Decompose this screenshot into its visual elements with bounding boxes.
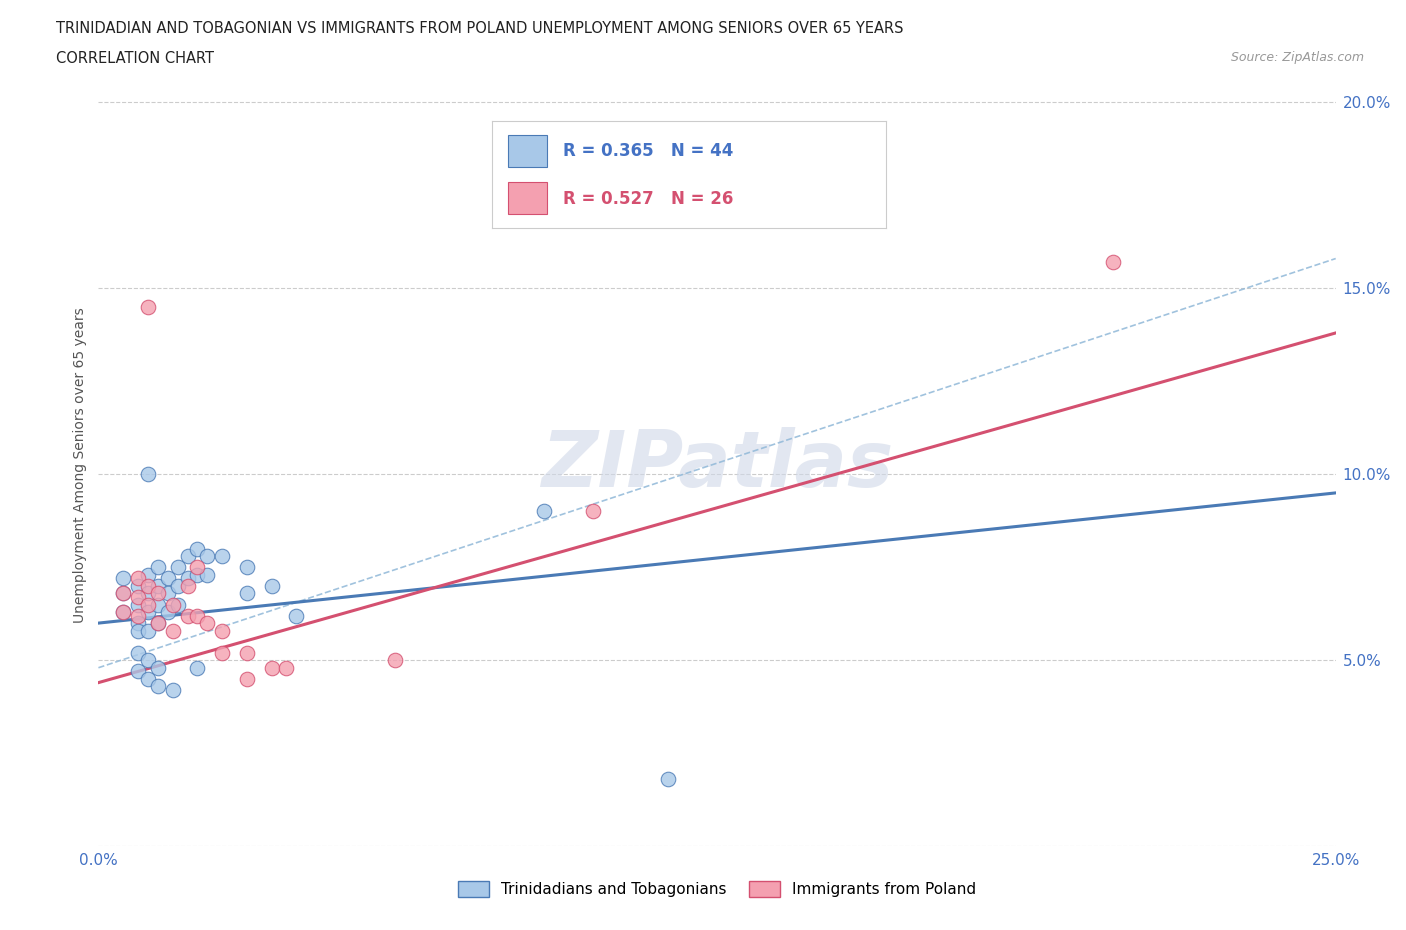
Point <box>127 578 149 593</box>
Bar <box>508 135 547 166</box>
Point <box>136 578 159 593</box>
Y-axis label: Unemployment Among Seniors over 65 years: Unemployment Among Seniors over 65 years <box>73 307 87 623</box>
Point <box>176 578 198 593</box>
Bar <box>508 182 547 214</box>
Point <box>260 660 283 675</box>
Point <box>276 660 298 675</box>
Point <box>127 623 149 638</box>
Point <box>657 772 679 787</box>
Point <box>127 597 149 612</box>
Text: R = 0.365   N = 44: R = 0.365 N = 44 <box>562 142 734 160</box>
Point <box>136 586 159 601</box>
Point <box>146 586 169 601</box>
Point <box>146 560 169 575</box>
Point <box>211 645 233 660</box>
Point <box>195 549 218 564</box>
Point <box>186 660 208 675</box>
Point <box>127 590 149 604</box>
Point <box>136 623 159 638</box>
Point <box>146 679 169 694</box>
Point <box>146 616 169 631</box>
Point <box>186 541 208 556</box>
Point <box>236 645 259 660</box>
Point <box>186 560 208 575</box>
Point <box>582 504 605 519</box>
Point <box>136 671 159 686</box>
Point <box>166 560 188 575</box>
Point <box>127 645 149 660</box>
Point <box>236 586 259 601</box>
Point <box>136 567 159 582</box>
Text: CORRELATION CHART: CORRELATION CHART <box>56 51 214 66</box>
Point <box>136 467 159 482</box>
Point <box>186 608 208 623</box>
Point <box>162 623 184 638</box>
Point <box>156 571 179 586</box>
Point <box>166 597 188 612</box>
Legend: Trinidadians and Tobagonians, Immigrants from Poland: Trinidadians and Tobagonians, Immigrants… <box>451 875 983 903</box>
Text: Source: ZipAtlas.com: Source: ZipAtlas.com <box>1230 51 1364 64</box>
Point <box>285 608 308 623</box>
Point <box>112 586 135 601</box>
Point <box>136 604 159 619</box>
Point <box>112 604 135 619</box>
Point <box>384 653 406 668</box>
Point <box>146 616 169 631</box>
Point <box>127 571 149 586</box>
Point <box>211 549 233 564</box>
Point <box>176 549 198 564</box>
Point <box>211 623 233 638</box>
Point <box>533 504 555 519</box>
Point <box>195 567 218 582</box>
Text: R = 0.527   N = 26: R = 0.527 N = 26 <box>562 190 734 208</box>
Point <box>176 571 198 586</box>
Point <box>176 608 198 623</box>
Point <box>146 660 169 675</box>
Point <box>127 664 149 679</box>
Point <box>112 586 135 601</box>
Point <box>260 578 283 593</box>
Point <box>162 597 184 612</box>
Point <box>112 571 135 586</box>
Point <box>1102 255 1125 270</box>
Point <box>136 653 159 668</box>
Point <box>186 567 208 582</box>
Point <box>127 616 149 631</box>
Point <box>136 299 159 314</box>
Point <box>166 578 188 593</box>
Point <box>112 604 135 619</box>
Point <box>156 604 179 619</box>
Point <box>236 560 259 575</box>
Point <box>236 671 259 686</box>
Point <box>146 578 169 593</box>
Text: TRINIDADIAN AND TOBAGONIAN VS IMMIGRANTS FROM POLAND UNEMPLOYMENT AMONG SENIORS : TRINIDADIAN AND TOBAGONIAN VS IMMIGRANTS… <box>56 21 904 36</box>
Point <box>195 616 218 631</box>
Point <box>162 683 184 698</box>
Text: ZIPatlas: ZIPatlas <box>541 427 893 503</box>
Point <box>804 188 827 203</box>
Point <box>127 608 149 623</box>
Point <box>136 597 159 612</box>
Point <box>156 586 179 601</box>
Point <box>146 597 169 612</box>
